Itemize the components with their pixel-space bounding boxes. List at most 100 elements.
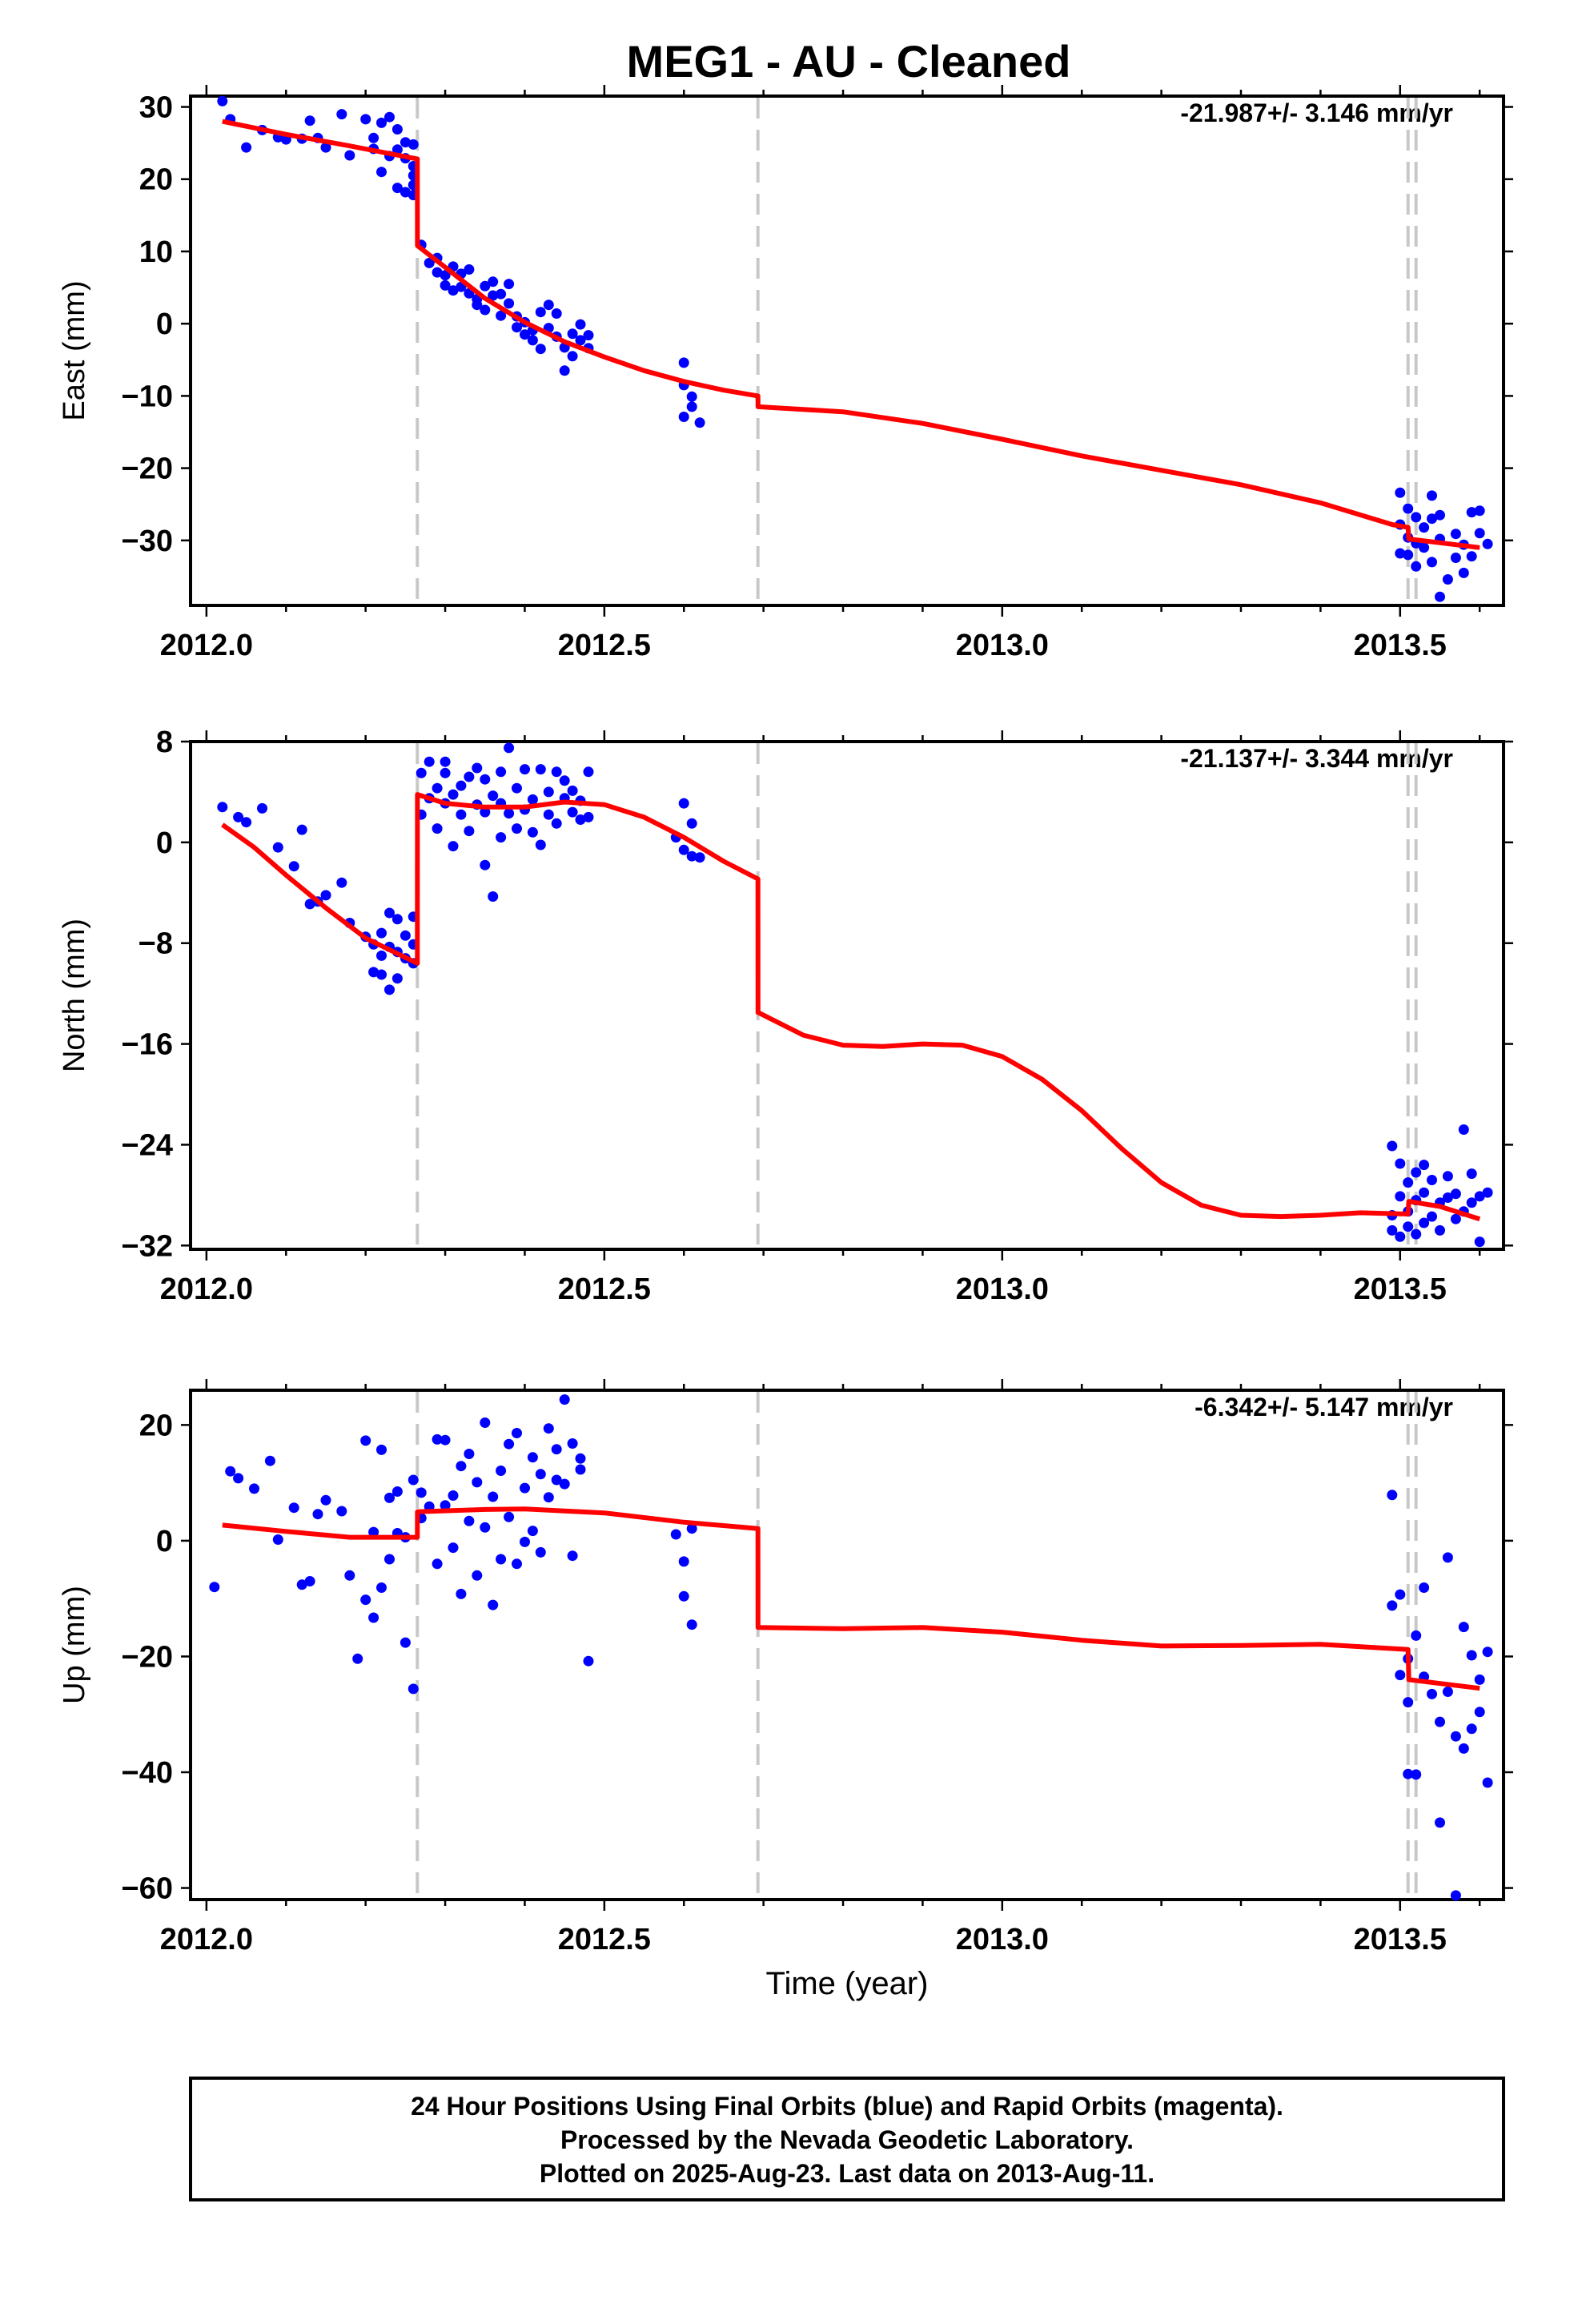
up-data-point [480,1417,491,1428]
east-data-point [535,344,546,355]
up-data-point [1387,1490,1398,1501]
up-data-point [456,1461,467,1472]
north-data-point [496,832,507,843]
north-data-point [336,877,347,888]
east-data-point [551,308,562,319]
up-plot-frame [189,1389,1505,1901]
north-data-point [384,984,395,995]
north-data-point [304,899,315,910]
east-data-point [384,111,395,123]
north-data-point [512,823,522,834]
east-data-point [1419,542,1430,553]
up-data-point [432,1433,443,1445]
east-data-point [575,335,586,346]
up-data-point [249,1483,259,1494]
up-model-line [222,1506,1480,1691]
up-data-point [1403,1697,1414,1708]
north-data-point [480,859,491,870]
north-y-tick-label: −8 [139,927,173,961]
footer-line-1: 24 Hour Positions Using Final Orbits (bl… [411,2092,1283,2121]
north-panel: North (mm) -21.137+/- 3.344 mm/yr 2012.0… [58,726,1513,1306]
east-data-point [1403,503,1414,514]
east-data-point [1450,529,1461,540]
east-data-point [1442,574,1453,585]
north-data-point [320,890,331,901]
east-data-point [527,335,538,346]
up-data-point [1403,1768,1414,1779]
up-data-point [368,1612,379,1623]
north-data-point [440,767,451,778]
east-data-point [344,150,355,161]
north-data-point [678,798,689,809]
north-data-point [272,842,283,853]
east-data-point [1450,553,1461,563]
north-data-point [440,756,451,767]
north-data-point [1458,1124,1469,1135]
north-data-point [416,767,427,778]
up-data-point [472,1477,483,1488]
east-data-point [1427,490,1437,501]
east-data-point [488,276,499,287]
east-data-point [559,365,570,376]
up-data-point [527,1526,538,1537]
north-data-point [384,907,395,919]
north-data-point [527,794,538,805]
north-data-point [575,814,586,825]
east-model-line [222,119,1480,550]
east-data-point [504,279,515,290]
north-data-point [1466,1168,1477,1180]
up-data-point [543,1492,554,1503]
north-data-point [1474,1191,1485,1202]
east-y-tick-label: 20 [139,163,173,197]
east-data-point [496,288,507,300]
up-data-point [527,1452,538,1463]
up-data-point [272,1534,283,1545]
up-data-point [686,1523,697,1534]
east-panel: East (mm) -21.987+/- 3.146 mm/yr 2012.0 2… [58,85,1513,662]
up-data-point [1395,1670,1406,1681]
up-y-tick-label: −60 [122,1872,173,1906]
up-data-point [384,1492,395,1503]
north-data-point [1435,1224,1445,1236]
east-data-point [1403,549,1414,561]
north-data-point [241,817,252,828]
north-data-point [472,762,483,774]
north-data-point [543,809,554,820]
north-rate-label: -21.137+/- 3.344 mm/yr [1180,744,1453,773]
up-data-point [1466,1723,1477,1735]
up-y-tick-label: 0 [156,1525,173,1558]
up-data-point [575,1453,586,1464]
north-data-point [488,891,499,902]
up-data-point [1482,1777,1493,1788]
north-data-point [559,775,570,786]
east-data-point [1411,512,1422,523]
east-data-point [320,142,331,153]
up-data-point [670,1529,681,1540]
north-data-point [376,950,387,961]
north-data-point [1450,1188,1461,1200]
north-data-point [535,764,546,775]
up-data-point [368,1526,379,1538]
east-data-point [1474,528,1485,539]
up-y-tick-label: 20 [139,1409,173,1442]
up-data-point [535,1546,546,1558]
north-data-point [551,766,562,778]
north-data-point [456,809,467,820]
north-data-point [1411,1167,1422,1178]
north-y-tick-label: −24 [122,1128,173,1162]
north-data-point [400,930,411,941]
north-data-point [448,789,459,800]
north-data-point [504,742,515,754]
up-data-point [1450,1890,1461,1901]
up-data-point [1427,1688,1437,1699]
up-data-point [344,1570,355,1581]
up-data-point [376,1444,387,1455]
north-data-point [368,967,379,978]
north-data-point [480,774,491,785]
up-data-point [551,1474,562,1486]
up-data-point [391,1486,403,1497]
north-y-tick-label: −32 [122,1229,173,1263]
up-data-point [504,1438,515,1449]
up-data-point [1395,1589,1406,1600]
north-data-point [1474,1236,1485,1248]
